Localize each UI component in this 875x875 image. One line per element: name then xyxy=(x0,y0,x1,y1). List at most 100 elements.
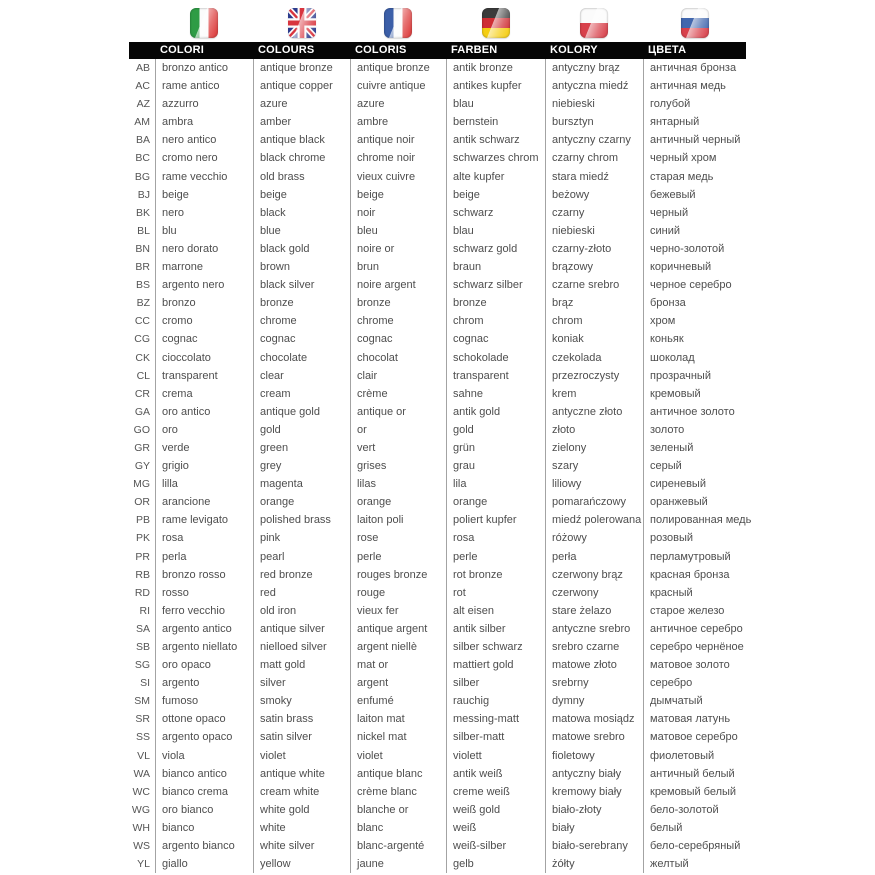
color-code: MG xyxy=(133,478,150,491)
color-code: PB xyxy=(135,514,150,527)
color-name-ru: бело-серебряный xyxy=(643,837,746,856)
color-name-pl: czerwony xyxy=(545,583,643,602)
color-name-en: yellow xyxy=(253,855,350,874)
color-name-it: oro bianco xyxy=(155,800,253,819)
color-row-ws: WS argento bianco white silver blanc-argent… xyxy=(129,837,746,856)
color-row-cr: CR crema cream crème sahne krem кремовый xyxy=(129,384,746,403)
color-row-sm: SM fumoso smoky enfumé rauchig dymny дымчатый xyxy=(129,692,746,711)
color-name-pl: czarne srebro xyxy=(545,276,643,295)
color-name-it: rosso xyxy=(155,583,253,602)
color-name-de: grau xyxy=(446,457,545,476)
color-name-ru: бело-золотой xyxy=(643,800,746,819)
color-row-si: SI argento silver argent silber srebrny серебр… xyxy=(129,674,746,693)
color-name-ru: античное золото xyxy=(643,402,746,421)
color-name-de: weiß-silber xyxy=(446,837,545,856)
color-name-pl: chrom xyxy=(545,312,643,331)
color-name-pl: złoto xyxy=(545,420,643,439)
color-name-fr: argent niellè xyxy=(350,638,446,657)
color-row-cc: CC cromo chrome chrome chrom chrom хром xyxy=(129,312,746,331)
color-name-en: pink xyxy=(253,529,350,548)
color-name-ru: матовая латунь xyxy=(643,710,746,729)
color-name-fr: violet xyxy=(350,746,446,765)
color-name-de: rot bronze xyxy=(446,565,545,584)
color-name-ru: серебро xyxy=(643,674,746,693)
color-name-ru: синий xyxy=(643,221,746,240)
color-code: VL xyxy=(137,749,150,762)
color-name-it: perla xyxy=(155,547,253,566)
color-name-de: perle xyxy=(446,547,545,566)
color-name-de: rot xyxy=(446,583,545,602)
color-name-en: old brass xyxy=(253,167,350,186)
color-name-ru: красный xyxy=(643,583,746,602)
color-name-de: rosa xyxy=(446,529,545,548)
color-name-pl: kremowy biały xyxy=(545,782,643,801)
color-name-ru: старое железо xyxy=(643,601,746,620)
color-name-it: bianco antico xyxy=(155,764,253,783)
header-label-coloris: COLORIS xyxy=(355,44,407,56)
color-code: RB xyxy=(135,568,150,581)
color-code: BJ xyxy=(137,188,150,201)
color-name-en: white silver xyxy=(253,837,350,856)
color-name-it: cromo nero xyxy=(155,149,253,168)
color-name-en: antique gold xyxy=(253,402,350,421)
color-name-ru: черное серебро xyxy=(643,276,746,295)
color-name-it: bronzo xyxy=(155,294,253,313)
color-name-pl: matowa mosiądz xyxy=(545,710,643,729)
color-name-it: crema xyxy=(155,384,253,403)
color-name-en: magenta xyxy=(253,475,350,494)
color-name-de: alt eisen xyxy=(446,601,545,620)
color-name-de: gold xyxy=(446,420,545,439)
color-name-pl: dymny xyxy=(545,692,643,711)
color-code: WC xyxy=(132,785,151,798)
color-name-en: clear xyxy=(253,366,350,385)
color-name-it: nero xyxy=(155,203,253,222)
color-name-en: amber xyxy=(253,113,350,132)
color-name-de: antik silber xyxy=(446,619,545,638)
color-name-fr: blanc xyxy=(350,818,446,838)
color-name-fr: antique bronze xyxy=(350,59,446,78)
color-name-de: silber schwarz xyxy=(446,638,545,657)
color-name-fr: mat or xyxy=(350,656,446,675)
color-name-de: bronze xyxy=(446,294,545,313)
color-name-en: satin silver xyxy=(253,728,350,747)
color-name-en: white gold xyxy=(253,800,350,819)
color-name-en: pearl xyxy=(253,547,350,566)
color-name-ru: античный черный xyxy=(643,131,746,150)
color-name-pl: bursztyn xyxy=(545,113,643,132)
color-code: CR xyxy=(134,387,150,400)
color-name-pl: miedź polerowana xyxy=(545,511,643,530)
color-code: SR xyxy=(135,713,150,726)
language-flags-row xyxy=(129,0,746,42)
color-name-it: rame antico xyxy=(155,77,253,96)
color-code: BA xyxy=(135,134,150,147)
color-name-ru: дымчатый xyxy=(643,692,746,711)
color-code: CG xyxy=(134,333,150,346)
color-name-en: azure xyxy=(253,95,350,114)
color-name-en: old iron xyxy=(253,601,350,620)
color-name-pl: stare żelazo xyxy=(545,601,643,620)
color-name-ru: зеленый xyxy=(643,438,746,458)
color-code: PK xyxy=(135,532,150,545)
color-code: BC xyxy=(135,152,150,165)
color-name-ru: старая медь xyxy=(643,167,746,186)
color-name-pl: żółty xyxy=(545,855,643,874)
color-name-ru: черно-золотой xyxy=(643,239,746,259)
color-name-pl: czekolada xyxy=(545,348,643,367)
color-code: GR xyxy=(134,441,150,454)
color-name-pl: brązowy xyxy=(545,258,643,277)
color-row-ac: AC rame antico antique copper cuivre antiqu… xyxy=(129,77,746,96)
color-row-rd: RD rosso red rouge rot czerwony красный xyxy=(129,583,746,602)
color-name-de: grün xyxy=(446,438,545,458)
color-name-de: schwarzes chrom xyxy=(446,149,545,168)
color-table-body: AB bronzo antico antique bronze antique bro… xyxy=(129,59,751,874)
color-name-de: schwarz xyxy=(446,203,545,222)
color-name-en: orange xyxy=(253,493,350,512)
color-name-ru: античный белый xyxy=(643,764,746,783)
color-name-ru: коньяк xyxy=(643,330,746,349)
color-row-ga: GA oro antico antique gold antique or antik … xyxy=(129,402,746,421)
color-name-it: beige xyxy=(155,185,253,204)
color-name-fr: vieux fer xyxy=(350,601,446,620)
color-name-fr: laiton poli xyxy=(350,511,446,530)
color-name-de: messing-matt xyxy=(446,710,545,729)
color-row-bk: BK nero black noir schwarz czarny черный xyxy=(129,203,746,222)
